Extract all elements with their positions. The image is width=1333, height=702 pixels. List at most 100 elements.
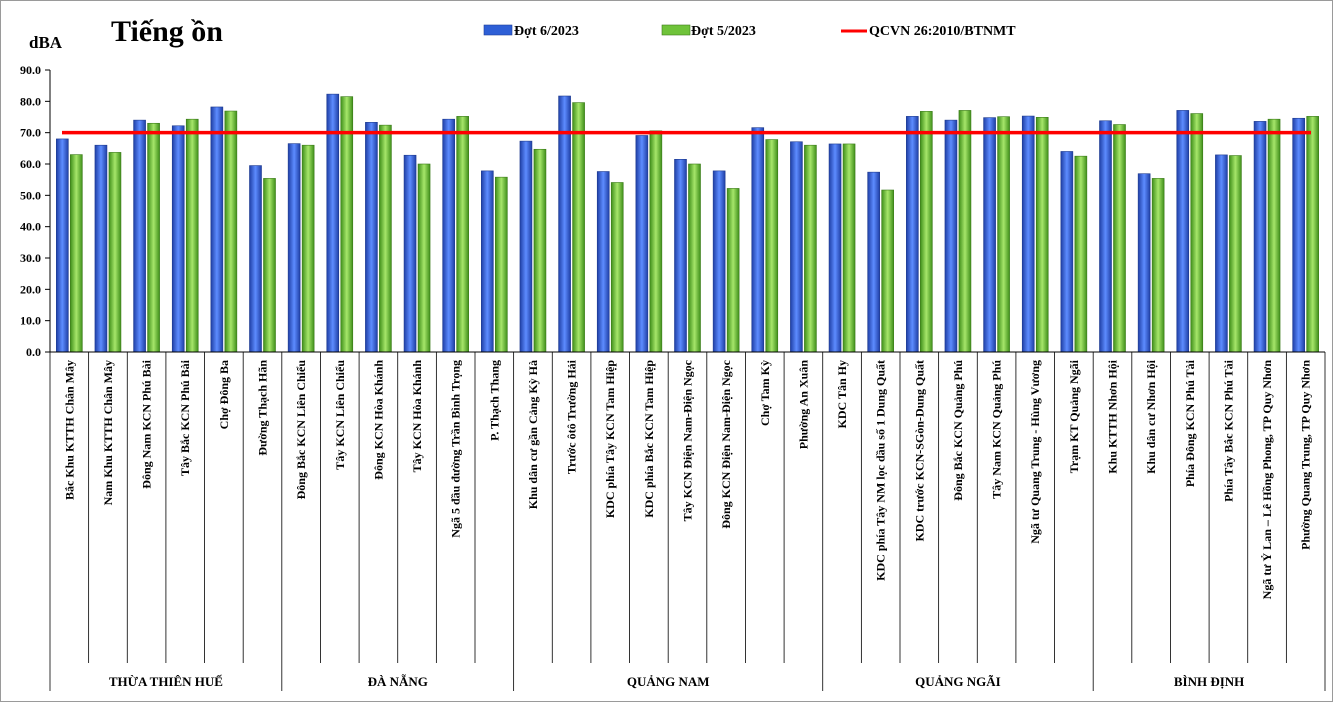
bar-series-1-24 [983, 117, 996, 353]
bar-series-1-17 [712, 170, 726, 353]
y-tick-label: 60.0 [20, 157, 41, 171]
bar-series-2-31 [1267, 118, 1281, 353]
bar-series-2-12 [533, 148, 547, 353]
bar-series-2-2 [147, 122, 160, 353]
bar-series-2-10 [456, 116, 469, 353]
category-label: Phường Quang Trung, TP Quy Nhơn [1299, 360, 1313, 550]
category-label: Khu KTTH Nhơn Hội [1106, 359, 1120, 473]
bar-series-2-26 [1074, 155, 1088, 353]
group-label: QUẢNG NAM [627, 674, 710, 689]
category-label: Đông KCN Điện Nam-Điện Ngọc [719, 359, 733, 528]
category-label: Đông Nam KCN Phú Bài [140, 359, 154, 488]
y-axis: 0.0 10.0 20.0 30.0 40.0 50.0 60.0 70.0 80.0 90.0 [20, 63, 51, 359]
category-label: Tây Bắc KCN Phú Bài [178, 359, 192, 476]
category-label: KDC phía Bắc KCN Tam Hiệp [642, 360, 656, 518]
legend-swatch-series-1 [483, 24, 513, 36]
category-label: KDC phía Tây KCN Tam Hiệp [603, 360, 617, 518]
y-tick-label: 70.0 [20, 126, 41, 140]
group-label: BÌNH ĐỊNH [1174, 674, 1244, 689]
bar-series-2-0 [70, 154, 83, 353]
bar-series-2-17 [726, 188, 740, 353]
y-tick-label: 90.0 [20, 63, 41, 77]
bar-series-2-22 [920, 111, 933, 353]
y-tick-label: 30.0 [20, 251, 41, 265]
bar-series-2-8 [379, 124, 392, 353]
bar-series-2-5 [263, 178, 276, 353]
bar-series-2-27 [1113, 124, 1126, 353]
bar-series-1-5 [249, 165, 262, 353]
y-tick-label: 80.0 [20, 94, 41, 108]
chart-title: Tiếng ồn [111, 15, 223, 48]
group-label: ĐÀ NẴNG [368, 674, 428, 689]
legend-label-reference-line: QCVN 26:2010/BTNMT [869, 24, 1016, 39]
category-label: Khu dân cư Nhơn Hội [1144, 359, 1158, 474]
bar-series-1-23 [944, 119, 958, 353]
category-label: Bắc Khu KTTH Chân Mây [62, 360, 76, 500]
category-label: Phía Đông KCN Phú Tài [1183, 359, 1197, 487]
bar-series-2-9 [417, 163, 431, 353]
bar-series-1-9 [403, 154, 417, 353]
bar-series-2-1 [108, 152, 122, 353]
category-label: Khu dân cư gần Cảng Kỳ Hà [526, 360, 540, 509]
y-tick-label: 0.0 [26, 345, 41, 359]
category-label: Nam Khu KTTH Chân Mây [101, 360, 115, 505]
bar-series-1-1 [94, 144, 108, 353]
category-label: KDC phía Tây NM lọc dầu số 1 Dung Quất [874, 360, 888, 581]
bar-series-2-11 [495, 176, 508, 353]
category-label: Đông Bắc KCN Quảng Phú [951, 360, 965, 501]
bar-series-2-30 [1229, 155, 1242, 353]
bar-series-1-30 [1215, 154, 1228, 353]
bar-series-1-10 [442, 118, 455, 353]
bar-series-1-6 [287, 143, 301, 353]
bar-series-2-21 [881, 189, 894, 353]
y-tick-label: 40.0 [20, 220, 41, 234]
bar-series-1-4 [210, 106, 224, 353]
legend-label-series-2: Đợt 5/2023 [691, 24, 756, 39]
bar-series-1-8 [365, 122, 378, 353]
category-label: Đông Bắc KCN Liên Chiểu [294, 360, 308, 500]
bar-series-1-2 [133, 119, 146, 353]
bar-series-1-27 [1099, 120, 1112, 353]
bar-series-1-22 [906, 116, 919, 353]
bar-series-2-7 [340, 96, 354, 353]
bar-series-2-32 [1306, 116, 1319, 353]
legend-label-series-1: Đợt 6/2023 [514, 24, 579, 39]
category-label: Ngã tư Ỷ Lan – Lê Hồng Phong, TP Quy Nhơ… [1260, 360, 1274, 600]
bar-series-2-25 [1035, 117, 1049, 353]
category-label: Tây KCN Hòa Khánh [410, 360, 424, 473]
category-label: Phường An Xuân [796, 360, 810, 450]
bar-series-1-19 [790, 141, 803, 353]
category-label: Tây KCN Điện Nam-Điện Ngọc [681, 359, 695, 521]
bar-series-2-3 [185, 118, 199, 353]
bar-series-1-26 [1060, 151, 1074, 353]
bar-series-1-12 [519, 140, 533, 353]
bar-series-1-31 [1253, 121, 1267, 353]
bar-series-1-14 [596, 171, 610, 353]
bar-series-2-6 [301, 144, 315, 353]
y-tick-label: 20.0 [20, 282, 41, 296]
bar-series-2-18 [765, 139, 779, 353]
category-label: Tây KCN Liên Chiểu [333, 360, 347, 470]
category-label: KDC Tân Hy [835, 360, 849, 428]
bar-series-2-13 [572, 102, 585, 353]
bar-series-2-4 [224, 110, 238, 353]
category-label: Phía Tây Bắc KCN Phú Tài [1221, 359, 1235, 502]
bar-series-2-29 [1190, 113, 1204, 353]
bar-series-1-29 [1176, 110, 1190, 353]
category-label: Ngã tư Quang Trung - Hùng Vương [1028, 360, 1042, 544]
category-label: Trạm KT Quảng Ngãi [1067, 359, 1081, 473]
bar-series-1-21 [867, 171, 880, 353]
bar-series-1-18 [751, 127, 765, 353]
bar-series-2-15 [649, 130, 663, 353]
category-label: KDC trước KCN-SGòn-Dung Quất [912, 360, 926, 542]
group-label: QUẢNG NGÃI [915, 674, 1001, 689]
y-tick-label: 50.0 [20, 188, 41, 202]
legend: Đợt 6/2023 Đợt 5/2023 QCVN 26:2010/BTNMT [483, 24, 1016, 39]
bar-series-1-28 [1137, 173, 1151, 353]
bar-series-1-25 [1021, 115, 1035, 353]
bar-series-2-19 [804, 144, 817, 353]
category-label: Tây Nam KCN Quảng Phú [990, 360, 1004, 499]
y-axis-unit-label: dBA [29, 33, 63, 52]
